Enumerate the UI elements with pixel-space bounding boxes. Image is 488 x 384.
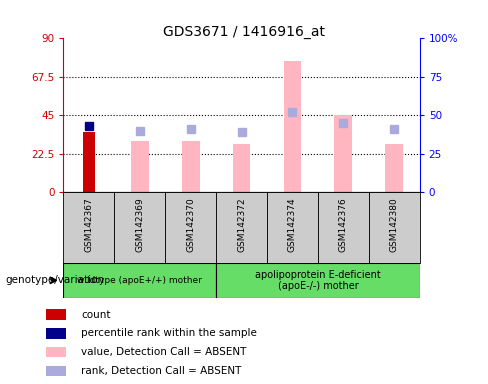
Bar — [386, 144, 403, 192]
Bar — [216, 263, 420, 298]
Text: genotype/variation: genotype/variation — [5, 275, 104, 285]
Bar — [182, 141, 200, 192]
Bar — [63, 192, 114, 263]
Bar — [267, 192, 318, 263]
Text: GSM142372: GSM142372 — [237, 198, 246, 252]
Bar — [63, 263, 216, 298]
Text: GSM142376: GSM142376 — [339, 198, 348, 252]
Bar — [318, 192, 369, 263]
Text: count: count — [81, 310, 111, 319]
Bar — [46, 366, 66, 376]
Bar — [46, 328, 66, 339]
Bar — [83, 132, 95, 192]
Text: apolipoprotein E-deficient
(apoE-/-) mother: apolipoprotein E-deficient (apoE-/-) mot… — [255, 270, 381, 291]
Bar — [46, 310, 66, 320]
Text: GSM142370: GSM142370 — [186, 198, 195, 252]
Bar — [284, 61, 302, 192]
Text: GDS3671 / 1416916_at: GDS3671 / 1416916_at — [163, 25, 325, 39]
Text: value, Detection Call = ABSENT: value, Detection Call = ABSENT — [81, 347, 247, 357]
Text: rank, Detection Call = ABSENT: rank, Detection Call = ABSENT — [81, 366, 242, 376]
Bar — [216, 192, 267, 263]
Bar — [114, 192, 165, 263]
Bar — [369, 192, 420, 263]
Text: GSM142367: GSM142367 — [84, 198, 93, 252]
Bar — [233, 144, 250, 192]
Bar — [46, 347, 66, 357]
Bar — [334, 115, 352, 192]
Bar — [131, 141, 149, 192]
Text: percentile rank within the sample: percentile rank within the sample — [81, 328, 257, 338]
Text: GSM142374: GSM142374 — [288, 198, 297, 252]
Text: GSM142380: GSM142380 — [390, 198, 399, 252]
Text: wildtype (apoE+/+) mother: wildtype (apoE+/+) mother — [77, 276, 202, 285]
Text: GSM142369: GSM142369 — [135, 198, 144, 252]
Bar — [165, 192, 216, 263]
